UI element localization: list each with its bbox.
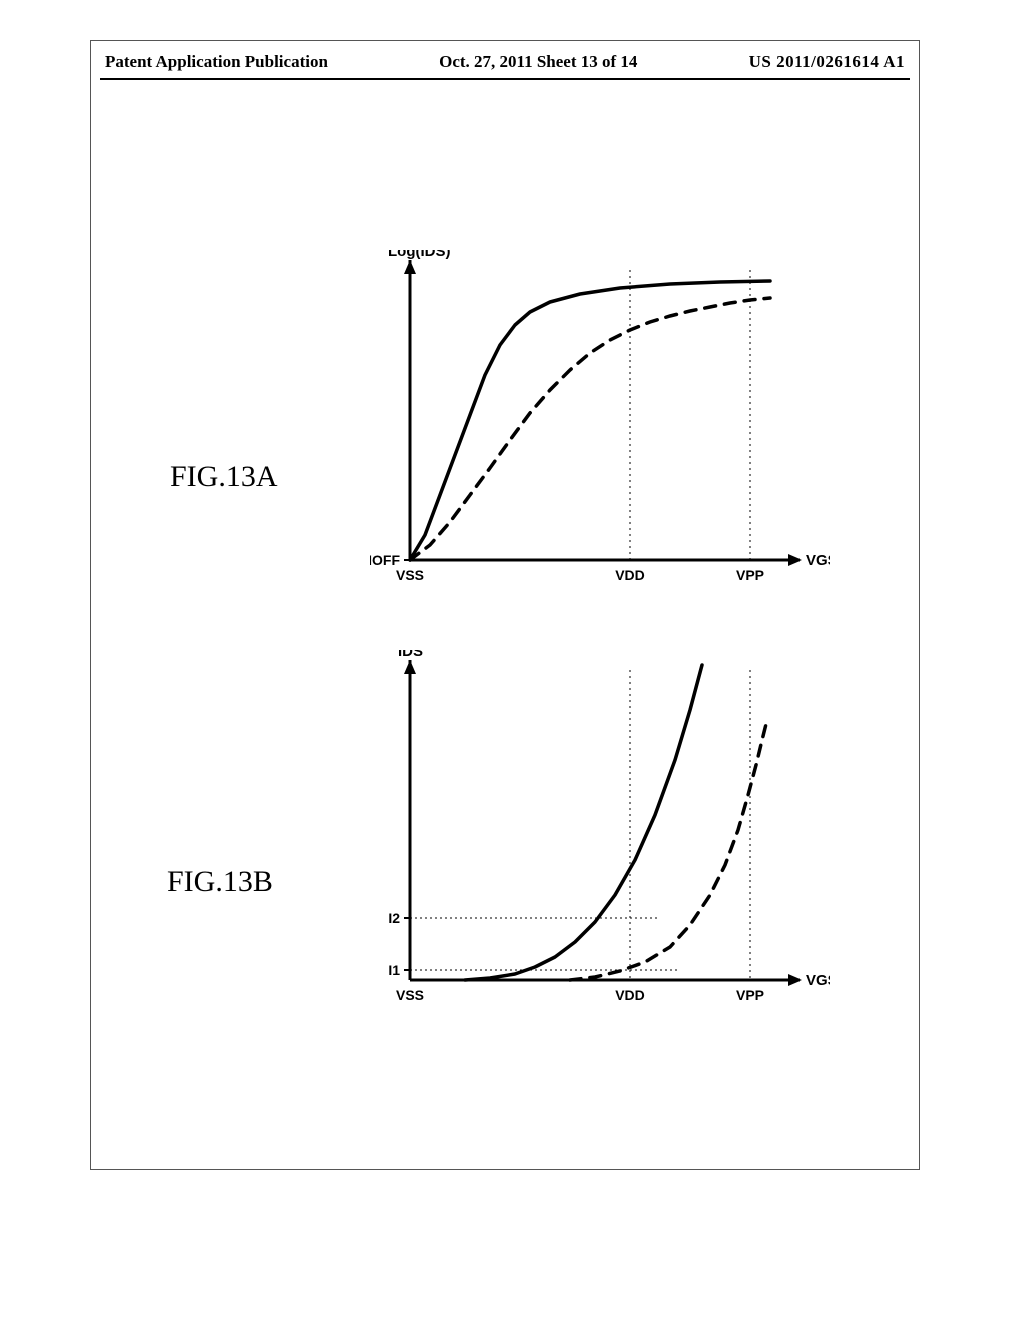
svg-text:IDS: IDS [398,650,423,660]
svg-text:VPP: VPP [736,567,764,583]
header-left: Patent Application Publication [105,52,328,72]
svg-text:VSS: VSS [396,567,424,583]
page-header: Patent Application Publication Oct. 27, … [105,52,905,72]
header-rule [100,78,910,80]
svg-text:VSS: VSS [396,987,424,1003]
svg-text:VGS: VGS [806,972,830,989]
chart-13b-svg: I2 I1 IDS VGS VSS VDD VPP [370,650,830,1030]
svg-text:VDD: VDD [615,987,645,1003]
header-mid: Oct. 27, 2011 Sheet 13 of 14 [439,52,637,72]
svg-text:IOFF: IOFF [370,552,400,568]
svg-text:I1: I1 [388,962,400,978]
figure-13b-label: FIG.13B [167,865,273,899]
svg-text:I2: I2 [388,910,400,926]
chart-13a-svg: Log(IDS) VGS IOFFVSS VDD VPP [370,250,830,610]
svg-text:VDD: VDD [615,567,645,583]
figure-13a-label: FIG.13A [170,460,278,494]
svg-text:VGS: VGS [806,552,830,569]
header-right: US 2011/0261614 A1 [749,52,905,72]
svg-text:VPP: VPP [736,987,764,1003]
chart-13a: Log(IDS) VGS IOFFVSS VDD VPP [370,250,830,610]
svg-text:Log(IDS): Log(IDS) [388,250,450,260]
chart-13b: I2 I1 IDS VGS VSS VDD VPP [370,650,830,1030]
